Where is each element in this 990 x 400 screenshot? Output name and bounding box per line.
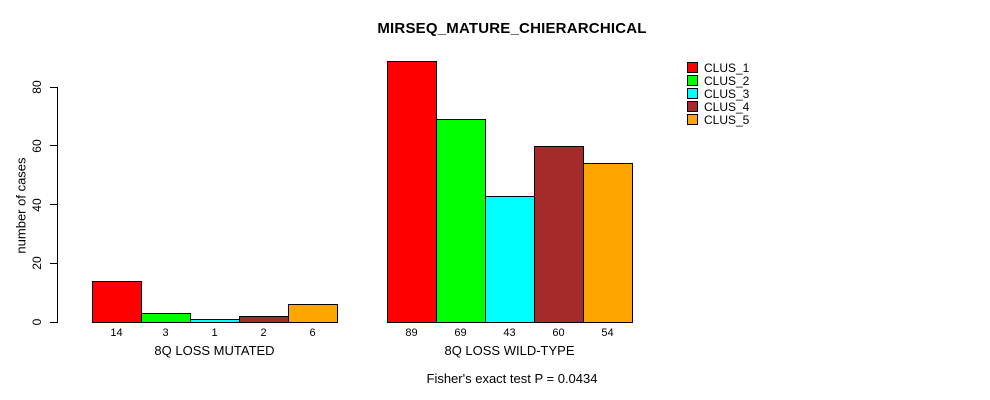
legend-label: CLUS_5 [704, 112, 750, 127]
legend-label: CLUS_4 [704, 99, 750, 114]
bar-clus_4 [239, 316, 289, 323]
bar-clus_1 [387, 61, 437, 323]
bar-clus_5 [288, 304, 338, 323]
y-axis-tick-label: 20 [30, 256, 44, 270]
legend: CLUS_1 CLUS_2 CLUS_3 CLUS_4 CLUS_5 [687, 60, 750, 127]
bar-value-label: 3 [162, 327, 169, 339]
y-axis-tick [50, 321, 57, 323]
legend-color-swatch [687, 101, 698, 112]
y-axis-tick [50, 145, 57, 147]
legend-item-clus_5: CLUS_5 [687, 112, 750, 127]
x-group-label: 8Q LOSS WILD-TYPE [444, 343, 575, 358]
legend-color-swatch [687, 88, 698, 99]
legend-item-clus_3: CLUS_3 [687, 86, 750, 101]
y-axis-title: number of cases [13, 157, 29, 254]
bar-clus_3 [190, 319, 240, 323]
bar-clus_5 [583, 163, 633, 323]
bar-clus_3 [485, 196, 535, 323]
bar-value-label: 2 [260, 327, 267, 339]
legend-color-swatch [687, 75, 698, 86]
y-axis-tick-label: 60 [30, 139, 44, 153]
legend-item-clus_1: CLUS_1 [687, 60, 750, 75]
legend-label: CLUS_3 [704, 86, 750, 101]
bar-value-label: 14 [110, 327, 123, 339]
y-axis-tick [50, 262, 57, 264]
y-axis-tick-label: 40 [30, 197, 44, 212]
x-group-label: 8Q LOSS MUTATED [154, 343, 275, 358]
bar-value-label: 69 [454, 327, 467, 339]
legend-label: CLUS_1 [704, 60, 750, 75]
bar-clus_2 [141, 313, 191, 323]
y-axis-tick-label: 0 [30, 318, 44, 326]
y-axis-line [57, 87, 58, 323]
legend-color-swatch [687, 114, 698, 125]
bar-value-label: 6 [309, 327, 316, 339]
y-axis-tick [50, 204, 57, 205]
annotation-fisher-test: Fisher's exact test P = 0.0434 [426, 371, 598, 386]
bar-value-label: 89 [405, 327, 418, 339]
bar-clus_2 [436, 119, 486, 323]
legend-item-clus_4: CLUS_4 [687, 99, 750, 114]
bar-value-label: 43 [503, 327, 516, 339]
chart-title: MIRSEQ_MATURE_CHIERARCHICAL [377, 20, 647, 37]
legend-item-clus_2: CLUS_2 [687, 73, 750, 88]
bar-clus_4 [534, 146, 584, 323]
bar-value-label: 54 [601, 327, 614, 339]
bar-value-label: 1 [211, 327, 218, 339]
legend-label: CLUS_2 [704, 73, 750, 88]
bar-value-label: 60 [552, 327, 565, 339]
legend-color-swatch [687, 62, 698, 73]
y-axis-tick [50, 86, 57, 88]
y-axis-tick-label: 80 [30, 80, 44, 94]
bar-clus_1 [92, 281, 142, 323]
